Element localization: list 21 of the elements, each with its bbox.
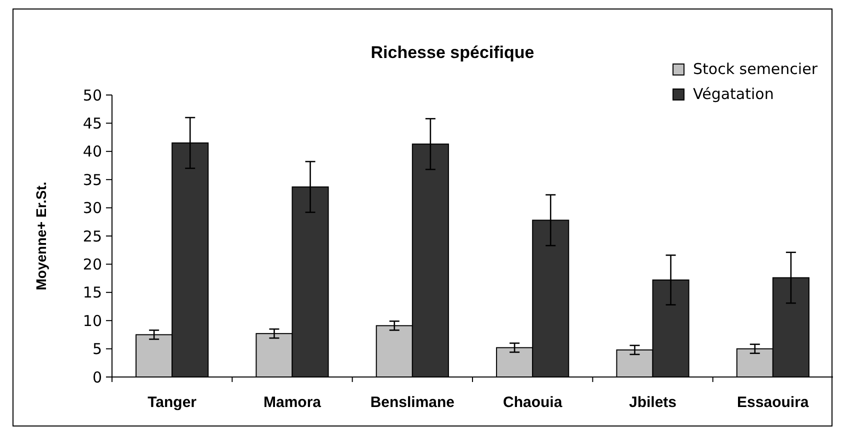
y-tick-label: 45 (82, 114, 102, 132)
x-tick-label: Mamora (263, 394, 322, 411)
x-tick-label: Essaouira (737, 394, 810, 411)
legend-label: Stock semencier (693, 60, 818, 78)
y-tick-label: 35 (82, 170, 102, 189)
legend-label: Végatation (693, 85, 774, 103)
chart-title: Richesse spécifique (370, 43, 534, 62)
y-tick-label: 15 (82, 284, 102, 302)
y-tick-label: 10 (82, 312, 102, 330)
y-tick-label: 40 (82, 142, 102, 161)
y-tick-label: 30 (82, 199, 102, 218)
y-tick-label: 50 (82, 86, 102, 104)
y-tick-label: 0 (92, 368, 102, 386)
x-tick-label: Jbilets (628, 394, 677, 411)
x-tick-label: Chaouia (502, 394, 563, 411)
x-tick-label: Tanger (148, 394, 197, 411)
y-tick-label: 5 (92, 340, 102, 358)
y-tick-label: 20 (82, 255, 102, 274)
y-tick-label: 25 (82, 227, 102, 246)
x-tick-label: Benslimane (370, 394, 455, 411)
y-axis-title: Moyenne+ Er.St. (33, 182, 49, 290)
